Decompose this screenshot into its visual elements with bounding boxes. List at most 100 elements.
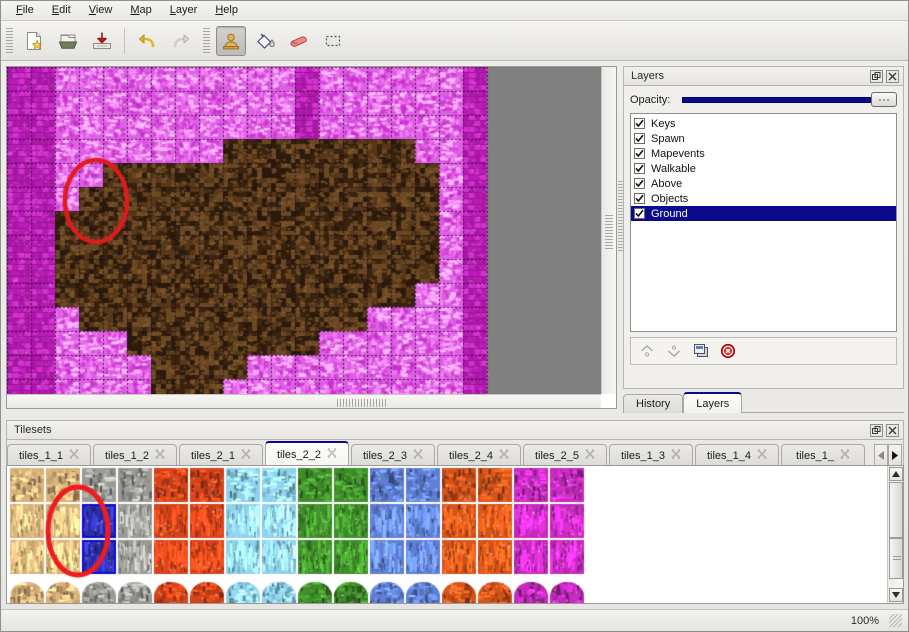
menu-item-view[interactable]: View: [88, 4, 113, 16]
status-bar: 100%: [1, 609, 908, 631]
map-horizontal-scrollbar[interactable]: [7, 394, 601, 408]
tileset-tab-label: tiles_2_4: [448, 449, 494, 462]
menu-item-map[interactable]: Map: [130, 4, 152, 16]
tile-palette[interactable]: [6, 465, 904, 604]
close-panel-icon[interactable]: [886, 423, 899, 437]
tileset-tab-close-icon[interactable]: [155, 449, 165, 462]
tileset-tab-tiles_2_4[interactable]: tiles_2_4: [437, 444, 521, 466]
tileset-tab-tiles_1_2[interactable]: tiles_1_2: [93, 444, 177, 466]
tileset-tab-tiles_2_2[interactable]: tiles_2_2: [265, 441, 349, 466]
tileset-tab-close-icon[interactable]: [327, 448, 337, 461]
map-tile-surface[interactable]: [7, 67, 601, 394]
chevron-right-icon[interactable]: [888, 444, 902, 466]
toolbar-grip[interactable]: [6, 27, 13, 54]
dock-tab-filler: [742, 411, 904, 413]
opacity-slider[interactable]: [682, 92, 897, 107]
menu-item-file[interactable]: File: [16, 4, 34, 16]
tileset-tab-tiles_1_3[interactable]: tiles_1_3: [609, 444, 693, 466]
eraser-tool-button[interactable]: [284, 26, 314, 56]
tileset-tab-tiles_1_[interactable]: tiles_1_: [781, 444, 865, 466]
tileset-tab-label: tiles_2_5: [534, 449, 580, 462]
palette-scroll-thumb-2[interactable]: [889, 538, 903, 579]
redo-button[interactable]: [166, 26, 196, 56]
layer-row[interactable]: Walkable: [631, 161, 896, 176]
layer-row[interactable]: Objects: [631, 191, 896, 206]
layers-dock: Layers Opacity: Keys Spawn Mapevents Walkab…: [623, 66, 904, 413]
palette-scroll-thumb[interactable]: [889, 482, 903, 538]
layer-name: Spawn: [651, 132, 685, 145]
map-canvas[interactable]: [7, 67, 601, 394]
tileset-tab-tiles_2_5[interactable]: tiles_2_5: [523, 444, 607, 466]
tileset-tab-tiles_1_1[interactable]: tiles_1_1: [7, 444, 91, 466]
scroll-up-arrow-icon[interactable]: [889, 467, 903, 481]
layer-row[interactable]: Spawn: [631, 131, 896, 146]
tileset-tab-label: tiles_1_1: [18, 449, 64, 462]
tileset-tab-tiles_1_4[interactable]: tiles_1_4: [695, 444, 779, 466]
tileset-tab-close-icon[interactable]: [840, 449, 850, 462]
layer-visibility-checkbox[interactable]: [634, 208, 645, 219]
tileset-tab-close-icon[interactable]: [413, 449, 423, 462]
new-file-button[interactable]: [19, 26, 49, 56]
layer-visibility-checkbox[interactable]: [634, 148, 645, 159]
tileset-tab-close-icon[interactable]: [69, 449, 79, 462]
layer-visibility-checkbox[interactable]: [634, 178, 645, 189]
tool-bar: [1, 21, 908, 61]
select-tool-button[interactable]: [318, 26, 348, 56]
toolbar-grip-2[interactable]: [203, 27, 210, 54]
layer-name: Mapevents: [651, 147, 705, 160]
tileset-tab-close-icon[interactable]: [499, 449, 509, 462]
scroll-down-arrow-icon[interactable]: [889, 588, 903, 602]
layer-row[interactable]: Above: [631, 176, 896, 191]
tile-grid[interactable]: [7, 466, 887, 603]
tileset-tab-tiles_2_1[interactable]: tiles_2_1: [179, 444, 263, 466]
move-layer-down-button[interactable]: [664, 341, 684, 361]
layer-name: Above: [651, 177, 683, 190]
layer-visibility-checkbox[interactable]: [634, 133, 645, 144]
menu-item-edit[interactable]: Edit: [51, 4, 71, 16]
menu-item-help[interactable]: Help: [215, 4, 238, 16]
tilesets-dock: Tilesets tiles_1_1 tiles_1_2 tiles_2_1 tile…: [6, 420, 904, 605]
close-panel-icon[interactable]: [886, 69, 899, 83]
tileset-tab-label: tiles_1_4: [706, 449, 752, 462]
tileset-tab-label: tiles_1_2: [104, 449, 150, 462]
duplicate-layer-button[interactable]: [691, 341, 711, 361]
layer-row[interactable]: Keys: [631, 116, 896, 131]
undo-button[interactable]: [132, 26, 162, 56]
map-hscroll-thumb[interactable]: [337, 399, 387, 407]
map-vscroll-thumb[interactable]: [605, 215, 613, 249]
tileset-tab-label: tiles_1_3: [620, 449, 666, 462]
float-panel-icon[interactable]: [870, 423, 883, 437]
open-file-button[interactable]: [53, 26, 83, 56]
opacity-slider-handle[interactable]: [871, 92, 897, 107]
float-panel-icon[interactable]: [870, 69, 883, 83]
map-vertical-scrollbar[interactable]: [601, 67, 616, 394]
dock-tab-history[interactable]: History: [623, 394, 684, 413]
save-file-button[interactable]: [87, 26, 117, 56]
tilesets-panel-title: Tilesets: [14, 424, 52, 436]
chevron-left-icon[interactable]: [874, 444, 888, 466]
fill-tool-button[interactable]: [250, 26, 280, 56]
layers-panel-header: Layers: [623, 66, 904, 86]
layer-visibility-checkbox[interactable]: [634, 163, 645, 174]
dock-tab-layers[interactable]: Layers: [683, 392, 743, 413]
move-layer-up-button[interactable]: [637, 341, 657, 361]
menu-item-layer[interactable]: Layer: [169, 4, 198, 16]
tileset-tab-close-icon[interactable]: [585, 449, 595, 462]
layer-visibility-checkbox[interactable]: [634, 193, 645, 204]
menu-bar: File Edit View Map Layer Help: [1, 1, 908, 21]
layer-list[interactable]: Keys Spawn Mapevents Walkable Above Objects Gr…: [630, 113, 897, 332]
resize-grip-icon[interactable]: [889, 614, 902, 627]
stamp-tool-button[interactable]: [216, 25, 246, 56]
tileset-tab-tiles_2_3[interactable]: tiles_2_3: [351, 444, 435, 466]
tileset-tab-close-icon[interactable]: [757, 449, 767, 462]
layer-row[interactable]: Ground: [631, 206, 896, 221]
layer-row[interactable]: Mapevents: [631, 146, 896, 161]
delete-layer-button[interactable]: [718, 341, 738, 361]
palette-vertical-scrollbar[interactable]: [887, 466, 903, 603]
tileset-tab-close-icon[interactable]: [241, 449, 251, 462]
panel-splitter[interactable]: [618, 181, 623, 251]
tile-palette-surface[interactable]: [7, 466, 887, 603]
tileset-tab-close-icon[interactable]: [671, 449, 681, 462]
layer-visibility-checkbox[interactable]: [634, 118, 645, 129]
layer-name: Walkable: [651, 162, 696, 175]
